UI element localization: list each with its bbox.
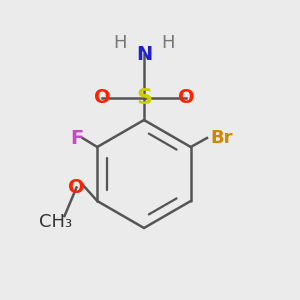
Text: O: O (178, 88, 194, 107)
Text: CH₃: CH₃ (39, 213, 72, 231)
Text: Br: Br (210, 129, 233, 147)
Text: H: H (161, 34, 175, 52)
Text: O: O (68, 178, 85, 197)
Text: F: F (70, 128, 83, 148)
Text: N: N (136, 44, 152, 64)
Text: H: H (113, 34, 127, 52)
Text: S: S (136, 88, 152, 107)
Text: O: O (94, 88, 110, 107)
